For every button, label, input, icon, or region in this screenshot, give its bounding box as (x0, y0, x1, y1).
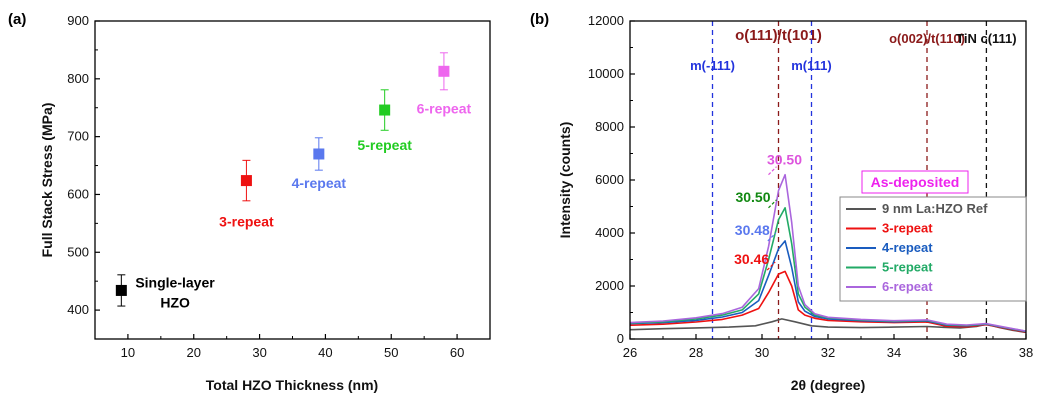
series-line (629, 173, 1027, 332)
peak-leader (766, 261, 776, 271)
data-point-label: 6-repeat (417, 100, 472, 116)
data-point-marker (240, 175, 252, 187)
data-point-marker (379, 104, 391, 116)
x-tick-label: 30 (755, 345, 769, 360)
x-tick-label: 28 (689, 345, 703, 360)
legend-items: 9 nm La:HZO Ref 3-repeat 4-repeat 5-repeat 6… (846, 201, 988, 294)
peak-leader (768, 199, 777, 209)
panel-b-y-axis-label: Intensity (counts) (557, 122, 573, 239)
data-point-label: 5-repeat (357, 137, 412, 153)
panel-a-data-points: Single-layer HZO 3-repeat 4-repeat 5-repeat 6… (115, 52, 472, 310)
y-tick-label: 2000 (595, 278, 624, 293)
legend-title-box (861, 170, 969, 194)
data-point-group: 5-repeat (357, 89, 412, 153)
panel-a-stress-chart: (a) 10 20 30 40 50 60 400 500 600 700 800 900 Sing… (8, 11, 491, 393)
x-tick-label: 50 (384, 345, 398, 360)
reference-line-label: o(002)/t(110) (889, 31, 965, 46)
x-tick-label: 36 (953, 345, 967, 360)
data-point-group: 4-repeat (292, 137, 347, 191)
panel-b-peak-labels: 30.46 30.48 30.50 30.50 (734, 152, 802, 271)
data-point-group: 3-repeat (219, 159, 274, 230)
legend-label: 3-repeat (882, 221, 933, 236)
y-tick-label: 10000 (588, 66, 624, 81)
panel-b-x-ticks: 26 28 30 32 34 36 38 (623, 334, 1033, 360)
y-tick-label: 12000 (588, 13, 624, 28)
legend-label: 9 nm La:HZO Ref (882, 201, 988, 216)
y-tick-label: 400 (67, 302, 89, 317)
peak-label: 30.50 (735, 189, 770, 205)
data-point-group: 6-repeat (417, 52, 472, 116)
panel-b-label: (b) (530, 11, 549, 28)
reference-line-label: m(111) (791, 58, 831, 73)
reference-line-label: TiN c(111) (956, 31, 1016, 46)
legend-label: 5-repeat (882, 260, 933, 275)
data-point-marker (313, 148, 325, 160)
panel-b-legend: As-deposited 9 nm La:HZO Ref 3-repeat 4-re… (839, 170, 1027, 302)
panel-a-label: (a) (8, 11, 26, 28)
legend-label: 4-repeat (882, 240, 933, 255)
x-tick-label: 40 (318, 345, 332, 360)
y-tick-label: 0 (617, 331, 624, 346)
panel-a-y-axis-label: Full Stack Stress (MPa) (39, 103, 55, 258)
y-tick-label: 800 (67, 71, 89, 86)
x-tick-label: 60 (450, 345, 464, 360)
panel-a-x-axis-label: Total HZO Thickness (nm) (206, 377, 378, 393)
panel-b-x-axis-label: 2θ (degree) (791, 377, 865, 393)
data-point-label: 3-repeat (219, 214, 274, 230)
x-tick-label: 26 (623, 345, 637, 360)
data-point-label: Single-layer (135, 274, 215, 290)
panel-b-xrd-chart: (b) m(-111)o(111)/t(101) m(111) o(002)/t(1… (530, 11, 1033, 393)
y-tick-label: 500 (67, 244, 89, 259)
x-tick-label: 34 (887, 345, 901, 360)
x-tick-label: 38 (1019, 345, 1033, 360)
data-point-marker (115, 284, 127, 296)
legend-label: 6-repeat (882, 279, 933, 294)
x-tick-label: 20 (187, 345, 201, 360)
y-tick-label: 4000 (595, 225, 624, 240)
y-tick-label: 600 (67, 186, 89, 201)
data-point-label: HZO (160, 294, 190, 310)
y-tick-label: 8000 (595, 119, 624, 134)
y-tick-label: 700 (67, 129, 89, 144)
y-tick-label: 900 (67, 13, 89, 28)
peak-label: 30.46 (734, 251, 769, 267)
peak-label: 30.50 (767, 152, 802, 168)
panel-a-x-ticks: 10 20 30 40 50 60 (121, 334, 464, 360)
data-point-marker (438, 65, 450, 77)
panel-a-y-ticks: 400 500 600 700 800 900 (67, 13, 100, 317)
x-tick-label: 30 (252, 345, 266, 360)
x-tick-label: 10 (121, 345, 135, 360)
peak-label: 30.48 (735, 222, 770, 238)
data-point-group: Single-layer HZO (115, 274, 215, 310)
x-tick-label: 32 (821, 345, 835, 360)
data-point-label: 4-repeat (292, 175, 347, 191)
panel-b-series-lines (629, 173, 1027, 334)
reference-line-label: m(-111) (690, 58, 735, 73)
series-line (629, 270, 1027, 333)
panel-b-y-ticks: 0 2000 4000 6000 8000 10000 12000 (588, 13, 635, 346)
y-tick-label: 6000 (595, 172, 624, 187)
legend-title: As-deposited (871, 174, 960, 190)
reference-line-label: o(111)/t(101) (735, 27, 822, 44)
peak-leader (767, 232, 777, 242)
peak-leader (768, 166, 777, 176)
